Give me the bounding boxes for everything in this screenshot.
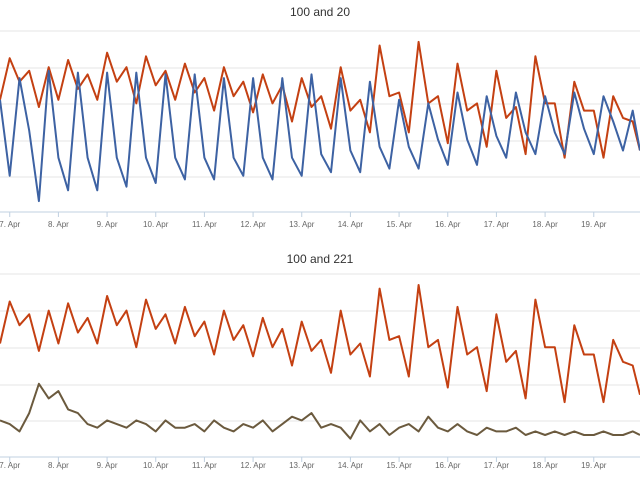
x-tick-label: 12. Apr <box>240 461 266 470</box>
x-tick-label: 11. Apr <box>192 461 217 470</box>
x-tick-label: 17. Apr <box>484 461 510 470</box>
x-tick-label: 7. Apr <box>0 461 21 470</box>
series-line-1 <box>0 69 640 203</box>
x-tick-label: 9. Apr <box>97 461 118 470</box>
chart-title: 100 and 221 <box>286 252 354 266</box>
x-tick-label: 8. Apr <box>48 220 69 229</box>
series-line-0 <box>0 40 640 159</box>
x-tick-label: 13. Apr <box>289 220 315 229</box>
x-tick-label: 19. Apr <box>581 461 607 470</box>
x-tick-label: 10. Apr <box>143 220 169 229</box>
chart-title: 100 and 20 <box>289 5 351 19</box>
x-tick-label: 17. Apr <box>484 220 510 229</box>
x-tick-label: 10. Apr <box>143 461 169 470</box>
x-tick-label: 8. Apr <box>48 461 69 470</box>
chart-plot: 7. Apr 8. Apr 9. Apr 10. Apr 11. Apr 12. Apr 1… <box>0 30 640 229</box>
x-tick-label: 13. Apr <box>289 461 315 470</box>
x-tick-label: 11. Apr <box>192 220 217 229</box>
x-tick-label: 9. Apr <box>97 220 118 229</box>
x-tick-label: 12. Apr <box>240 220 266 229</box>
x-tick-label: 14. Apr <box>338 461 364 470</box>
x-tick-label: 18. Apr <box>532 220 558 229</box>
x-tick-label: 16. Apr <box>435 461 461 470</box>
x-tick-label: 19. Apr <box>581 220 607 229</box>
series-line-1 <box>0 382 640 440</box>
x-tick-label: 18. Apr <box>532 461 558 470</box>
chart-top: 100 and 20 7. Apr 8. Apr 9. Apr 10. Apr 11. … <box>0 5 640 229</box>
x-tick-label: 14. Apr <box>338 220 364 229</box>
chart-bottom: 100 and 221 7. Apr 8. Apr 9. Apr 10. Apr 11.… <box>0 240 640 480</box>
x-tick-label: 15. Apr <box>386 461 412 470</box>
chart-plot: 7. Apr 8. Apr 9. Apr 10. Apr 11. Apr 12. Apr 1… <box>0 273 640 470</box>
x-tick-label: 15. Apr <box>386 220 412 229</box>
series-line-0 <box>0 284 640 404</box>
x-tick-label: 16. Apr <box>435 220 461 229</box>
x-tick-label: 7. Apr <box>0 220 21 229</box>
